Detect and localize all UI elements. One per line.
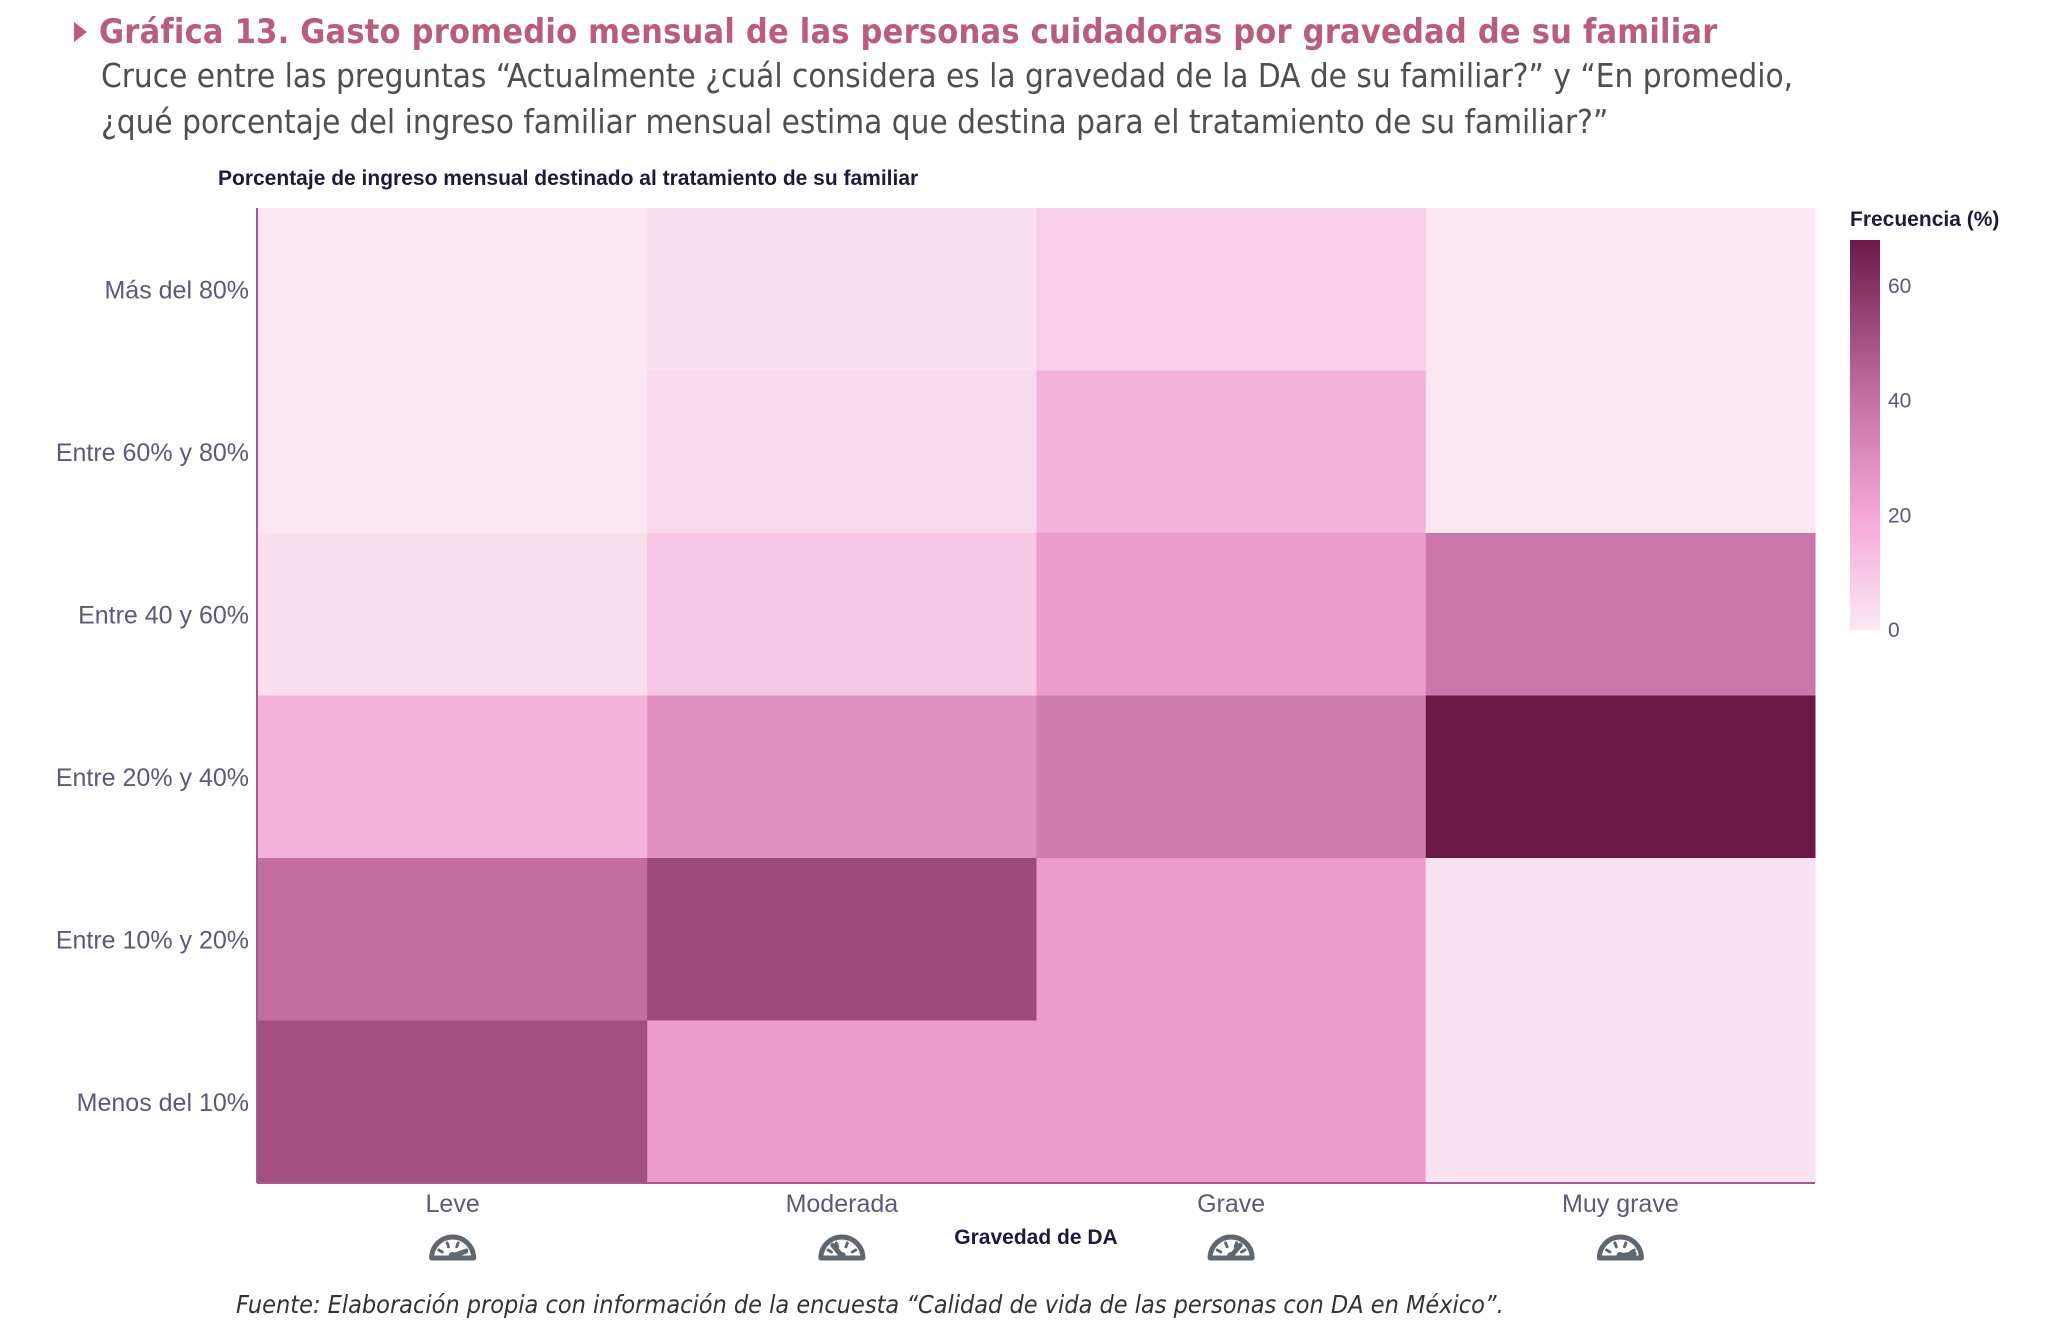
y-tick-label: Entre 10% y 20% bbox=[56, 926, 249, 954]
gauge-very-high-icon bbox=[1596, 1234, 1644, 1261]
heatmap-cell bbox=[647, 858, 1037, 1021]
heatmap-cell bbox=[1036, 858, 1427, 1021]
heatmap-cell bbox=[1425, 858, 1816, 1021]
y-tick-labels: Más del 80% Entre 60% y 80% Entre 40 y 60%… bbox=[56, 276, 249, 1117]
heatmap-cell bbox=[647, 208, 1037, 371]
x-axis-title: Gravedad de DA bbox=[954, 1226, 1117, 1249]
title-marker-icon bbox=[74, 22, 87, 42]
source-note: Fuente: Elaboración propia con informaci… bbox=[236, 1290, 1504, 1319]
chart-title: Gráfica 13. Gasto promedio mensual de la… bbox=[99, 12, 1718, 52]
chart-header: Gráfica 13. Gasto promedio mensual de la… bbox=[74, 12, 2034, 144]
y-tick-label: Menos del 10% bbox=[77, 1089, 249, 1117]
gauge-moderate-icon bbox=[818, 1234, 866, 1261]
heatmap-cell bbox=[258, 1020, 648, 1184]
y-tick-label: Entre 20% y 40% bbox=[56, 764, 249, 792]
heatmap-cell bbox=[1425, 370, 1816, 534]
colorbar-tick-label: 60 bbox=[1888, 275, 1911, 298]
heatmap-cell bbox=[1036, 695, 1427, 859]
colorbar-tick-label: 40 bbox=[1888, 390, 1911, 413]
colorbar-gradient bbox=[1850, 240, 1880, 630]
heatmap-cells bbox=[258, 208, 1816, 1184]
gauge-high-icon bbox=[1207, 1234, 1255, 1261]
heatmap-cell bbox=[258, 695, 648, 859]
x-category-icons bbox=[429, 1234, 1644, 1261]
colorbar-tick-label: 20 bbox=[1888, 504, 1911, 527]
colorbar-title: Frecuencia (%) bbox=[1850, 208, 1999, 231]
heatmap-cell bbox=[647, 1020, 1037, 1184]
y-tick-label: Entre 60% y 80% bbox=[56, 439, 249, 467]
gauge-low-icon bbox=[429, 1234, 477, 1261]
x-tick-label: Grave bbox=[1197, 1190, 1265, 1218]
heatmap-cell bbox=[647, 370, 1037, 534]
heatmap-cell bbox=[1036, 370, 1427, 534]
heatmap-cell bbox=[1036, 533, 1427, 696]
chart-subtitle-line-1: Cruce entre las preguntas “Actualmente ¿… bbox=[101, 56, 1794, 95]
chart-subtitle-line-2: ¿qué porcentaje del ingreso familiar men… bbox=[101, 102, 1609, 141]
heatmap-cell bbox=[1425, 1020, 1816, 1184]
heatmap-cell bbox=[1036, 208, 1427, 371]
heatmap-cell bbox=[1425, 695, 1816, 859]
heatmap-cell bbox=[258, 533, 648, 696]
colorbar-tick-label: 0 bbox=[1888, 619, 1900, 642]
colorbar: Frecuencia (%) 0 20 40 60 bbox=[1850, 208, 1999, 642]
heatmap-cell bbox=[1036, 1020, 1427, 1184]
heatmap-cell bbox=[258, 208, 648, 371]
heatmap-cell bbox=[1425, 208, 1816, 371]
colorbar-ticks: 0 20 40 60 bbox=[1888, 275, 1911, 642]
heatmap-cell bbox=[647, 695, 1037, 859]
x-tick-label: Leve bbox=[426, 1190, 480, 1218]
title-row: Gráfica 13. Gasto promedio mensual de la… bbox=[74, 12, 2034, 52]
x-tick-label: Muy grave bbox=[1562, 1190, 1679, 1218]
heatmap-cell bbox=[258, 370, 648, 534]
x-tick-label: Moderada bbox=[786, 1190, 899, 1218]
heatmap-cell bbox=[1425, 533, 1816, 696]
heatmap-cell bbox=[258, 858, 648, 1021]
y-axis-title: Porcentaje de ingreso mensual destinado … bbox=[218, 167, 918, 190]
y-tick-label: Entre 40 y 60% bbox=[78, 601, 249, 629]
heatmap-cell bbox=[647, 533, 1037, 696]
y-tick-label: Más del 80% bbox=[104, 276, 249, 304]
x-tick-labels: Leve Moderada Grave Muy grave bbox=[426, 1190, 1679, 1218]
